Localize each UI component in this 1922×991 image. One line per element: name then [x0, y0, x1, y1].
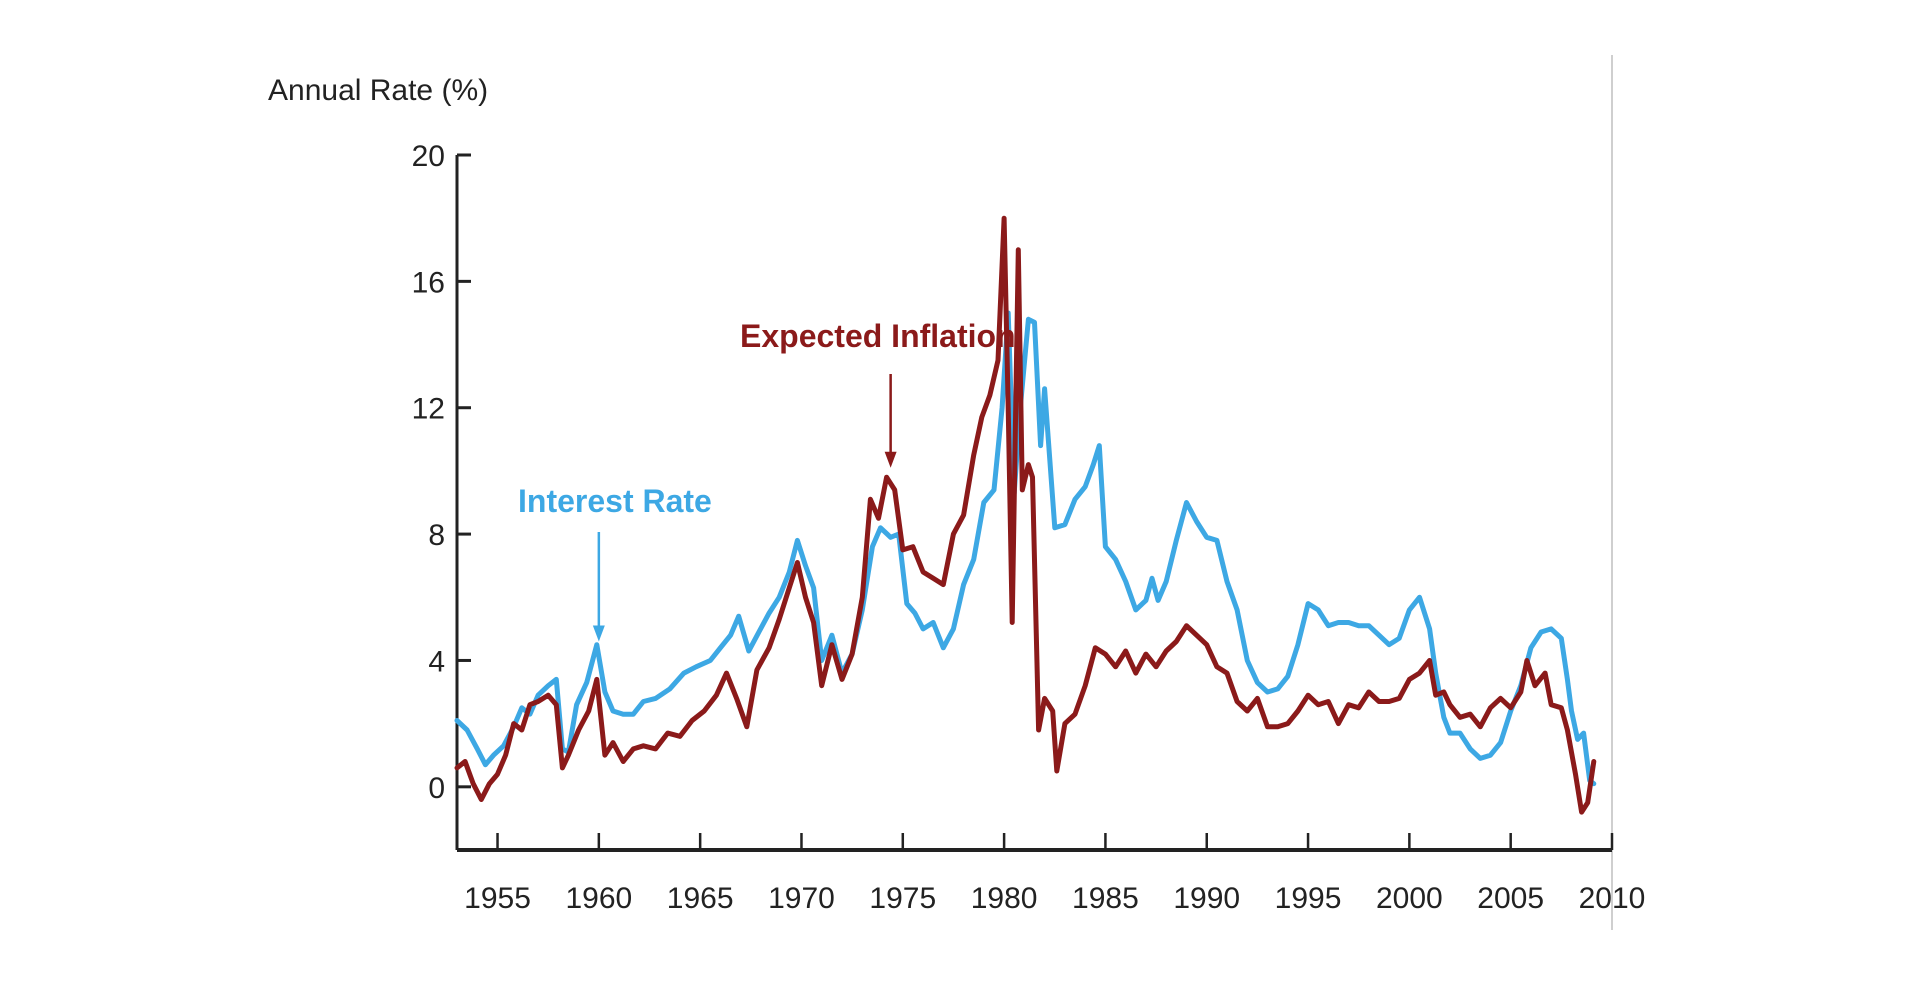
y-axis-ticks: 0 4 8 12 16 20	[412, 140, 471, 805]
y-tick-label: 16	[412, 266, 445, 299]
interest-rate-arrowhead	[592, 625, 605, 642]
interest-rate-line	[454, 310, 1597, 787]
expected-inflation-line	[454, 215, 1597, 815]
x-tick-label: 1995	[1275, 882, 1342, 915]
expected-inflation-annotation: Expected Inflation	[740, 318, 1016, 354]
y-tick-label: 12	[412, 393, 445, 426]
x-tick-label: 1990	[1173, 882, 1240, 915]
expected-inflation-arrowhead	[884, 451, 897, 468]
x-tick-label: 1955	[464, 882, 531, 915]
x-tick-label: 2000	[1376, 882, 1443, 915]
x-tick-label: 1985	[1072, 882, 1139, 915]
series-lines	[454, 215, 1597, 815]
y-tick-label: 20	[412, 140, 445, 173]
x-axis-ticks: 1955 1960 1965 1970 1975 1980 1985 1990 1995 2000…	[464, 833, 1645, 915]
y-tick-label: 4	[428, 645, 445, 678]
x-tick-label: 2005	[1477, 882, 1544, 915]
interest-rate-annotation: Interest Rate	[518, 483, 712, 519]
y-axis-title: Annual Rate (%)	[268, 74, 488, 107]
y-tick-label: 0	[428, 772, 445, 805]
x-tick-label: 1960	[565, 882, 632, 915]
x-tick-label: 1975	[869, 882, 936, 915]
x-tick-label: 1965	[667, 882, 734, 915]
x-tick-label: 2010	[1579, 882, 1646, 915]
x-tick-label: 1980	[971, 882, 1038, 915]
x-tick-label: 1970	[768, 882, 835, 915]
y-tick-label: 8	[428, 519, 445, 552]
